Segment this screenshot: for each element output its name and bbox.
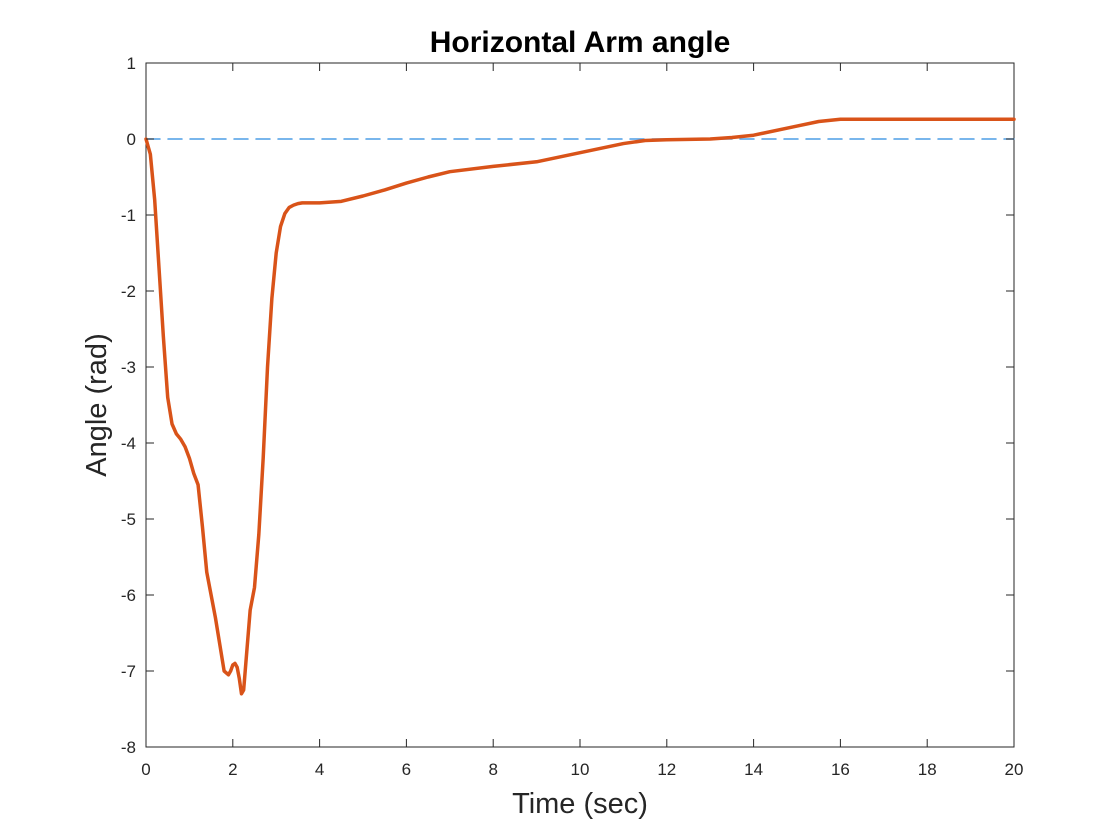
- y-axis-label: Angle (rad): [81, 333, 113, 476]
- x-tick-label: 12: [657, 760, 676, 779]
- x-tick-label: 6: [402, 760, 411, 779]
- chart-title: Horizontal Arm angle: [430, 26, 731, 59]
- y-tick-label: -2: [121, 282, 136, 301]
- x-tick-label: 8: [488, 760, 497, 779]
- x-axis-label: Time (sec): [512, 788, 648, 820]
- plot-area: [145, 62, 1015, 748]
- y-tick-label: -3: [121, 358, 136, 377]
- series-layer: [144, 117, 1016, 696]
- x-tick-label: 4: [315, 760, 324, 779]
- y-tick-label: -8: [121, 738, 136, 757]
- x-tick-label: 18: [918, 760, 937, 779]
- x-tick-label: 16: [831, 760, 850, 779]
- y-tick-label: -6: [121, 586, 136, 605]
- x-tick-label: 20: [1005, 760, 1024, 779]
- x-tick-label: 10: [571, 760, 590, 779]
- y-tick-label: -5: [121, 510, 136, 529]
- y-tick-label: -7: [121, 662, 136, 681]
- y-tick-label: 1: [127, 54, 136, 73]
- angle-series-line: [144, 117, 1016, 696]
- y-tick-label: 0: [127, 130, 136, 149]
- x-tick-label: 14: [744, 760, 763, 779]
- x-tick-label: 2: [228, 760, 237, 779]
- y-tick-label: -4: [121, 434, 136, 453]
- x-tick-label: 0: [141, 760, 150, 779]
- y-tick-label: -1: [121, 206, 136, 225]
